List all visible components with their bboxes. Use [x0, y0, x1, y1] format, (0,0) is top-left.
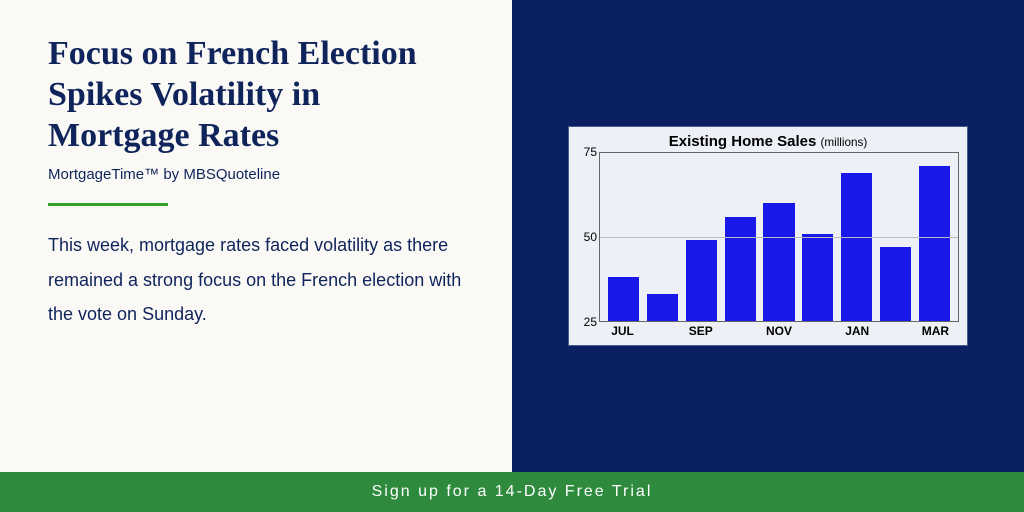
cta-bar[interactable]: Sign up for a 14-Day Free Trial: [0, 472, 1024, 512]
right-panel: Existing Home Sales (millions) 255075 JU…: [512, 0, 1024, 472]
chart-bar: [802, 234, 833, 321]
chart-bar: [647, 294, 678, 321]
chart-bar: [880, 247, 911, 321]
left-panel: Focus on French Election Spikes Volatili…: [0, 0, 512, 472]
y-tick: 25: [584, 315, 597, 329]
chart-title-units: (millions): [820, 136, 867, 149]
y-tick: 50: [584, 230, 597, 244]
chart-bar: [686, 240, 717, 321]
x-label: JUL: [603, 324, 642, 338]
chart-bar: [608, 277, 639, 321]
x-label: SEP: [681, 324, 720, 338]
chart-bar: [763, 203, 794, 321]
chart-bar: [919, 166, 950, 321]
y-axis: 255075: [577, 152, 599, 322]
subtitle: MortgageTime™ by MBSQuoteline: [48, 166, 464, 183]
x-label: [642, 324, 681, 338]
chart-bar: [725, 217, 756, 321]
x-label: [720, 324, 759, 338]
y-tick: 75: [584, 145, 597, 159]
grid-line: [600, 237, 958, 238]
x-label: [877, 324, 916, 338]
x-label: [799, 324, 838, 338]
x-label: JAN: [838, 324, 877, 338]
body-text: This week, mortgage rates faced volatili…: [48, 228, 464, 331]
divider: [48, 203, 168, 206]
chart-title-main: Existing Home Sales: [669, 133, 817, 150]
x-axis: JUL SEP NOV JAN MAR: [599, 322, 959, 338]
chart-bar: [841, 173, 872, 321]
x-label: NOV: [759, 324, 798, 338]
page-title: Focus on French Election Spikes Volatili…: [48, 34, 464, 156]
chart-title: Existing Home Sales (millions): [577, 133, 959, 150]
home-sales-chart: Existing Home Sales (millions) 255075 JU…: [568, 126, 968, 346]
chart-plot: [599, 152, 959, 322]
x-label: MAR: [916, 324, 955, 338]
cta-label: Sign up for a 14-Day Free Trial: [372, 483, 653, 501]
